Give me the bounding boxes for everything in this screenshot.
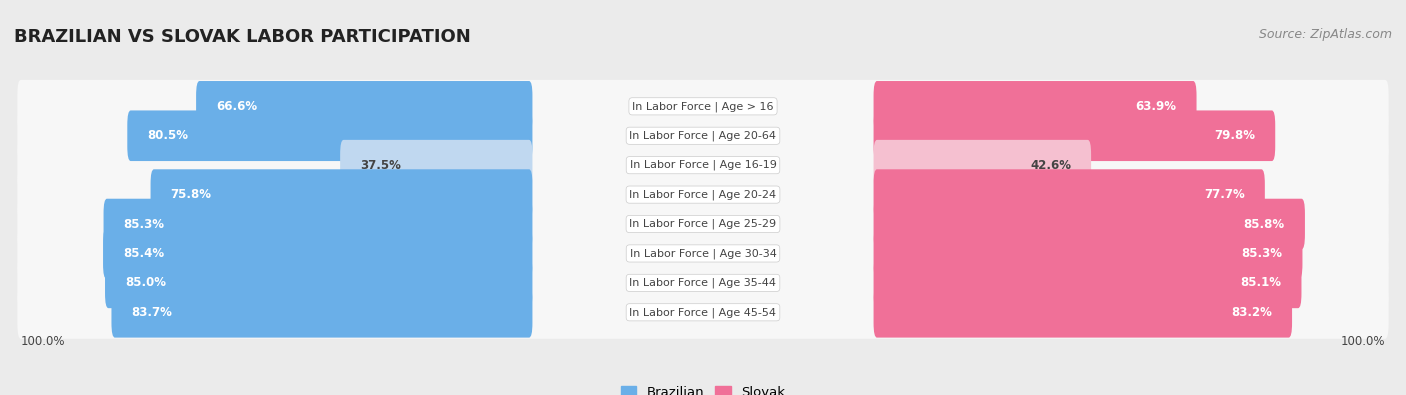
Text: 100.0%: 100.0%	[1341, 335, 1385, 348]
Text: Source: ZipAtlas.com: Source: ZipAtlas.com	[1258, 28, 1392, 41]
Text: 100.0%: 100.0%	[21, 335, 65, 348]
Text: In Labor Force | Age 16-19: In Labor Force | Age 16-19	[630, 160, 776, 170]
FancyBboxPatch shape	[17, 227, 1389, 280]
FancyBboxPatch shape	[873, 111, 1275, 161]
FancyBboxPatch shape	[17, 168, 1389, 221]
Text: 85.3%: 85.3%	[124, 218, 165, 231]
Text: 85.8%: 85.8%	[1244, 218, 1285, 231]
Text: 79.8%: 79.8%	[1215, 129, 1256, 142]
FancyBboxPatch shape	[150, 169, 533, 220]
FancyBboxPatch shape	[105, 258, 533, 308]
FancyBboxPatch shape	[17, 139, 1389, 192]
Text: 77.7%: 77.7%	[1204, 188, 1244, 201]
FancyBboxPatch shape	[17, 80, 1389, 133]
FancyBboxPatch shape	[340, 140, 533, 190]
FancyBboxPatch shape	[111, 287, 533, 338]
Text: 83.2%: 83.2%	[1232, 306, 1272, 319]
Text: 63.9%: 63.9%	[1136, 100, 1177, 113]
Text: In Labor Force | Age 35-44: In Labor Force | Age 35-44	[630, 278, 776, 288]
Legend: Brazilian, Slovak: Brazilian, Slovak	[616, 380, 790, 395]
Text: 66.6%: 66.6%	[217, 100, 257, 113]
FancyBboxPatch shape	[873, 81, 1197, 132]
FancyBboxPatch shape	[873, 199, 1305, 249]
FancyBboxPatch shape	[873, 258, 1302, 308]
FancyBboxPatch shape	[195, 81, 533, 132]
FancyBboxPatch shape	[17, 286, 1389, 339]
FancyBboxPatch shape	[128, 111, 533, 161]
Text: In Labor Force | Age 25-29: In Labor Force | Age 25-29	[630, 219, 776, 229]
FancyBboxPatch shape	[104, 199, 533, 249]
Text: 37.5%: 37.5%	[360, 159, 401, 172]
Text: In Labor Force | Age 20-64: In Labor Force | Age 20-64	[630, 130, 776, 141]
Text: 85.3%: 85.3%	[1241, 247, 1282, 260]
Text: 85.0%: 85.0%	[125, 276, 166, 290]
Text: In Labor Force | Age 30-34: In Labor Force | Age 30-34	[630, 248, 776, 259]
Text: 42.6%: 42.6%	[1031, 159, 1071, 172]
Text: 85.4%: 85.4%	[124, 247, 165, 260]
FancyBboxPatch shape	[17, 198, 1389, 250]
FancyBboxPatch shape	[873, 287, 1292, 338]
Text: In Labor Force | Age 45-54: In Labor Force | Age 45-54	[630, 307, 776, 318]
FancyBboxPatch shape	[17, 109, 1389, 162]
Text: 80.5%: 80.5%	[148, 129, 188, 142]
Text: 83.7%: 83.7%	[132, 306, 173, 319]
Text: BRAZILIAN VS SLOVAK LABOR PARTICIPATION: BRAZILIAN VS SLOVAK LABOR PARTICIPATION	[14, 28, 471, 46]
Text: In Labor Force | Age 20-24: In Labor Force | Age 20-24	[630, 189, 776, 200]
Text: 85.1%: 85.1%	[1240, 276, 1281, 290]
FancyBboxPatch shape	[103, 228, 533, 279]
FancyBboxPatch shape	[17, 256, 1389, 309]
FancyBboxPatch shape	[873, 228, 1302, 279]
Text: In Labor Force | Age > 16: In Labor Force | Age > 16	[633, 101, 773, 111]
FancyBboxPatch shape	[873, 140, 1091, 190]
Text: 75.8%: 75.8%	[170, 188, 212, 201]
FancyBboxPatch shape	[873, 169, 1265, 220]
